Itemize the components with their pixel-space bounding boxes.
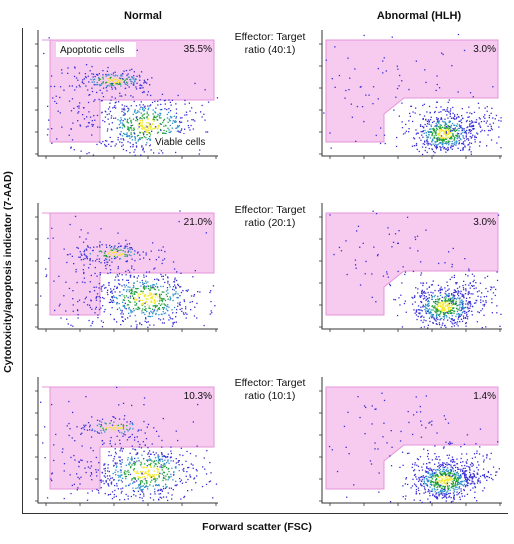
apoptotic-gate bbox=[42, 212, 215, 316]
apoptotic-label-bg bbox=[56, 42, 136, 57]
row-label-40-line2: ratio (40:1) bbox=[244, 44, 296, 56]
viable-cells-label: Viable cells bbox=[155, 137, 205, 148]
row-label-40: Effector: Target ratio (40:1) bbox=[220, 31, 320, 57]
plot-axes bbox=[37, 377, 218, 504]
apoptotic-gate bbox=[325, 212, 499, 316]
row-label-10: Effector: Target ratio (10:1) bbox=[220, 377, 320, 403]
event-dots bbox=[43, 37, 219, 156]
figure-frame-left bbox=[22, 28, 23, 514]
plot-axes bbox=[37, 30, 218, 157]
apoptotic-cells-label: Apoptotic cells bbox=[60, 45, 124, 56]
plot-normal-20: 21.0% bbox=[35, 203, 218, 332]
plot-axes bbox=[321, 377, 502, 504]
column-title-abnormal: Abnormal (HLH) bbox=[376, 10, 462, 22]
gate-percent-label: 35.5% bbox=[184, 44, 212, 55]
gate-percent-label: 21.0% bbox=[184, 217, 212, 228]
viable-label-bg bbox=[151, 134, 213, 149]
apoptotic-gate bbox=[325, 386, 499, 490]
row-label-20-line1: Effector: Target bbox=[234, 204, 306, 216]
plot-axes bbox=[321, 203, 502, 330]
gate-percent-label: 1.4% bbox=[473, 391, 496, 402]
gate-percent-label: 3.0% bbox=[473, 44, 496, 55]
row-label-10-line1: Effector: Target bbox=[234, 377, 306, 389]
figure-frame-bottom bbox=[22, 513, 508, 514]
event-dots bbox=[323, 33, 502, 157]
plot-normal-10: 10.3% bbox=[35, 377, 218, 506]
column-title-normal: Normal bbox=[124, 10, 162, 22]
x-axis-label: Forward scatter (FSC) bbox=[202, 521, 312, 533]
apoptotic-gate bbox=[42, 386, 215, 490]
gate-percent-label: 10.3% bbox=[184, 391, 212, 402]
apoptotic-gate bbox=[325, 39, 499, 143]
row-label-20: Effector: Target ratio (20:1) bbox=[220, 204, 320, 230]
y-axis-label: Cytotoxicity/apoptosis indicator (7-AAD) bbox=[2, 171, 14, 373]
plot-abnormal-10: 1.4% bbox=[319, 377, 502, 506]
apoptotic-gate bbox=[42, 39, 215, 143]
row-label-20-line2: ratio (20:1) bbox=[244, 217, 296, 229]
plot-abnormal-40: 3.0% bbox=[319, 30, 502, 159]
event-dots bbox=[40, 386, 218, 502]
plot-abnormal-20: 3.0% bbox=[319, 203, 502, 332]
event-dots bbox=[328, 392, 500, 504]
plot-normal-40: 35.5% Apoptotic cells Viable cells bbox=[35, 30, 219, 159]
plot-axes bbox=[321, 30, 502, 157]
event-dots bbox=[329, 210, 502, 329]
event-dots bbox=[40, 210, 216, 329]
gate-percent-label: 3.0% bbox=[473, 217, 496, 228]
plot-axes bbox=[37, 203, 218, 330]
row-label-40-line1: Effector: Target bbox=[234, 31, 306, 43]
row-label-10-line2: ratio (10:1) bbox=[244, 390, 296, 402]
